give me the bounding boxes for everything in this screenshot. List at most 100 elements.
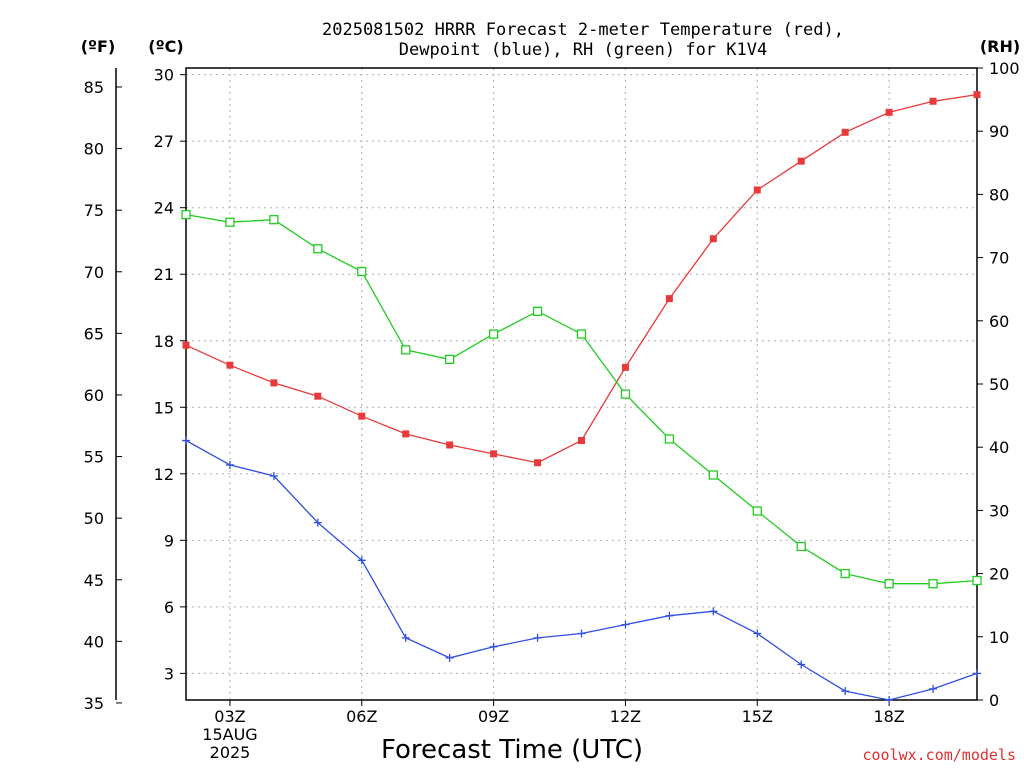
rh-point — [225, 217, 235, 227]
fahrenheit-tick-label: 45 — [84, 571, 104, 590]
fahrenheit-tick-label: 50 — [84, 509, 104, 528]
rh-point — [357, 266, 367, 277]
rh-point — [488, 329, 499, 339]
chart-title-line2: Dewpoint (blue), RH (green) for K1V4 — [399, 40, 767, 60]
rh-point — [401, 345, 411, 355]
temperature-point — [929, 97, 937, 105]
temperature-point — [534, 459, 542, 467]
dewpoint-point — [357, 556, 366, 565]
plot-frame — [185, 67, 978, 701]
rh-tick-label: 10 — [989, 628, 1009, 647]
rh-line — [185, 213, 978, 585]
dewpoint-point — [182, 436, 190, 445]
axes — [115, 67, 978, 701]
celsius-tick-label: 27 — [154, 132, 174, 151]
dewpoint-line — [185, 439, 978, 701]
celsius-tick-label: 3 — [164, 664, 174, 683]
dewpoint-point — [269, 472, 278, 481]
celsius-tick-label: 30 — [154, 66, 174, 85]
rh-tick-label: 80 — [989, 185, 1009, 204]
fahrenheit-tick-label: 55 — [84, 448, 104, 467]
dewpoint-point — [313, 518, 322, 527]
fahrenheit-tick-label: 65 — [84, 324, 104, 343]
celsius-tick-label: 12 — [154, 465, 174, 484]
rh-tick-label: 60 — [989, 312, 1009, 331]
dewpoint-point — [753, 629, 762, 638]
time-tick-label: 15Z — [742, 707, 773, 726]
dewpoint-point — [401, 633, 410, 642]
rh-tick-label: 90 — [989, 122, 1009, 141]
fahrenheit-tick-label: 60 — [84, 386, 104, 405]
rh-point — [928, 579, 938, 589]
dewpoint-point — [445, 653, 454, 662]
time-tick-label: 06Z — [346, 707, 377, 726]
rh-tick-label: 30 — [989, 501, 1009, 520]
temperature-point — [402, 430, 410, 438]
dewpoint-point — [665, 611, 674, 620]
time-axis-ticks: 03Z 06Z 09Z 12Z 15Z 18Z — [214, 700, 905, 726]
temperature-point — [446, 441, 454, 449]
celsius-axis-ticks: 3 6 9 12 15 18 21 24 27 30 — [154, 66, 186, 683]
dewpoint-point — [621, 620, 630, 629]
credit-text: coolwx.com/models — [862, 746, 1016, 764]
temperature-point — [885, 108, 893, 116]
time-tick-label: 12Z — [610, 707, 641, 726]
rh-point — [840, 568, 850, 579]
rh-tick-label: 40 — [989, 438, 1009, 457]
rh-point — [796, 541, 806, 552]
dewpoint-point — [709, 607, 718, 616]
temperature-point — [973, 91, 981, 99]
dewpoint-point — [797, 660, 806, 669]
rh-tick-label: 70 — [989, 249, 1009, 268]
rh-point — [313, 244, 323, 254]
time-tick-label: 03Z — [214, 707, 245, 726]
fahrenheit-axis-ticks: 35 40 45 50 55 60 65 70 75 80 85 — [84, 78, 122, 713]
time-tick-label: 09Z — [478, 707, 509, 726]
series-layer — [181, 91, 982, 704]
rh-point — [181, 209, 191, 220]
rh-tick-label: 0 — [989, 691, 999, 710]
dewpoint-point — [577, 629, 586, 638]
rh-tick-label: 20 — [989, 565, 1009, 584]
rh-point — [884, 579, 894, 589]
temperature-point — [753, 186, 761, 194]
date-label-line2: 2025 — [210, 743, 251, 762]
celsius-tick-label: 24 — [154, 199, 174, 218]
dewpoint-point — [885, 696, 894, 704]
dewpoint-point — [841, 687, 850, 696]
rh-point — [269, 215, 279, 225]
rh-point — [620, 389, 631, 399]
temperature-point — [182, 341, 190, 349]
fahrenheit-tick-label: 70 — [84, 263, 104, 282]
celsius-unit-label: (ºC) — [148, 37, 183, 56]
dewpoint-point — [225, 460, 234, 469]
rh-point — [664, 434, 675, 444]
temperature-point — [358, 412, 366, 420]
temperature-point — [841, 128, 849, 136]
temperature-point — [709, 235, 717, 243]
rh-point — [532, 306, 543, 316]
rh-tick-label: 100 — [989, 59, 1020, 78]
dewpoint-point — [489, 642, 498, 651]
temperature-point — [578, 437, 585, 445]
dewpoint-point — [973, 669, 981, 678]
temperature-point — [665, 295, 673, 303]
celsius-tick-label: 21 — [154, 265, 174, 284]
temperature-point — [797, 157, 805, 165]
fahrenheit-unit-label: (ºF) — [81, 37, 116, 56]
dewpoint-point — [929, 684, 938, 693]
rh-axis-ticks: 0 10 20 30 40 50 60 70 80 90 100 — [977, 59, 1020, 710]
fahrenheit-tick-label: 75 — [84, 201, 104, 220]
celsius-tick-label: 15 — [154, 398, 174, 417]
time-tick-label: 18Z — [873, 707, 904, 726]
celsius-tick-label: 6 — [164, 598, 174, 617]
dewpoint-point — [533, 633, 542, 642]
dewpoint-series — [182, 436, 981, 704]
fahrenheit-tick-label: 40 — [84, 632, 104, 651]
date-label-line1: 15AUG — [202, 725, 257, 744]
temperature-point — [621, 363, 629, 371]
chart-title-line1: 2025081502 HRRR Forecast 2-meter Tempera… — [322, 20, 844, 40]
temperature-point — [314, 392, 322, 400]
rh-unit-label: (RH) — [980, 37, 1020, 56]
fahrenheit-tick-label: 35 — [84, 694, 104, 713]
